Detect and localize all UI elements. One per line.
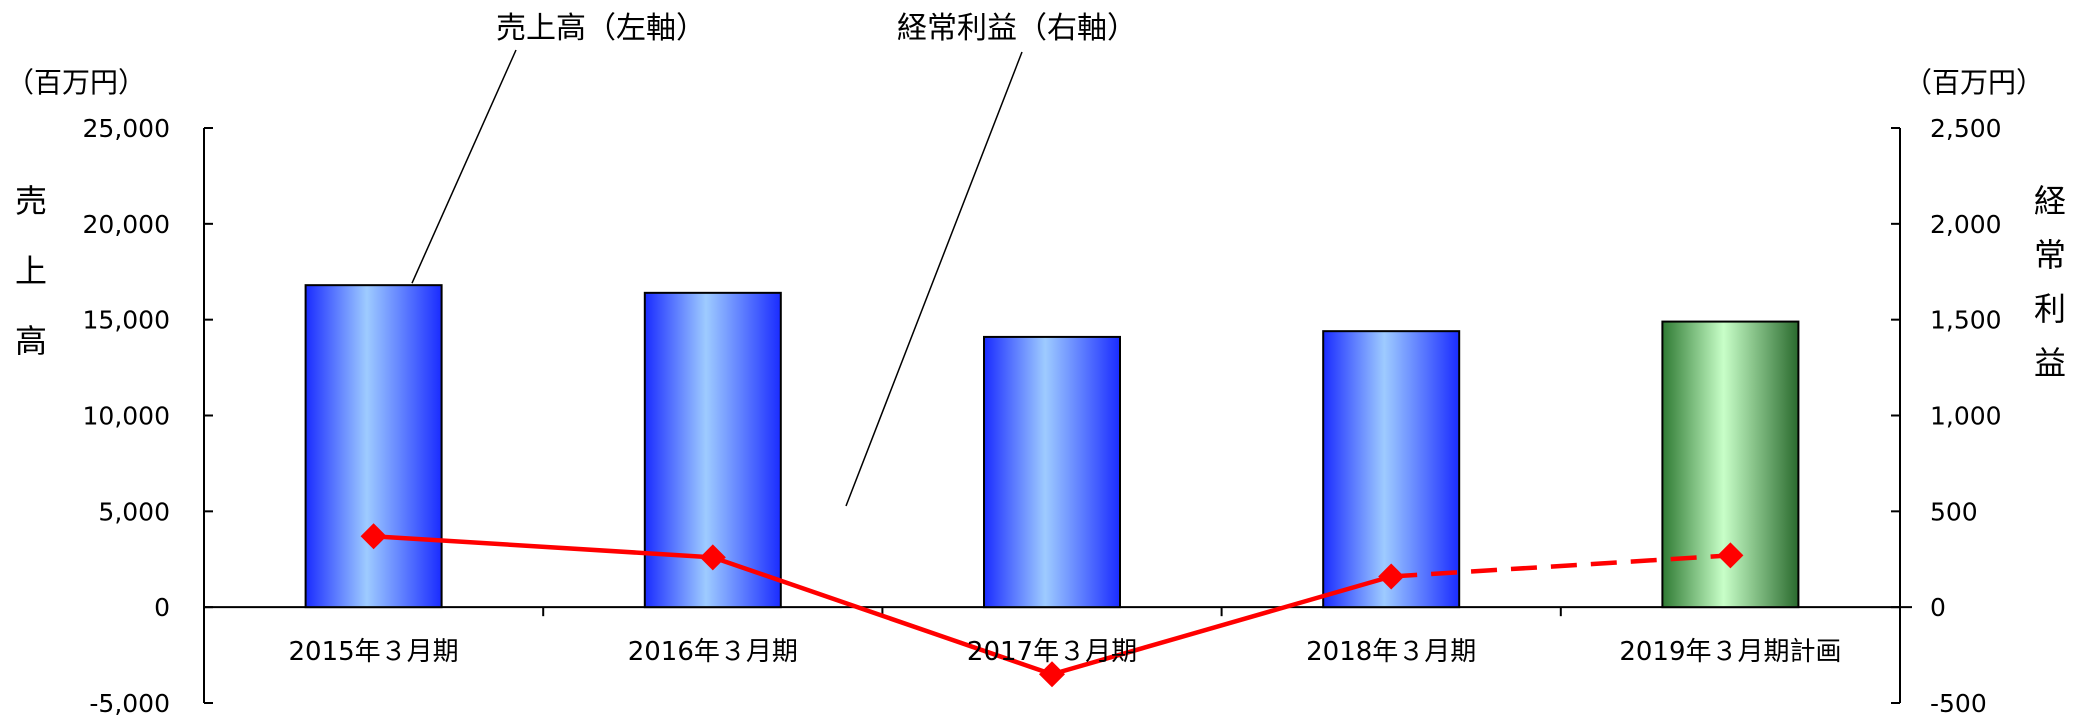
- bars-layer: [304, 284, 1800, 609]
- line-marker: [360, 523, 387, 550]
- right-axis-label-char: 常: [2034, 236, 2066, 274]
- right-tick-label: -500: [1930, 689, 1987, 715]
- line-marker: [699, 544, 726, 571]
- left-axis-unit: （百万円）: [6, 66, 146, 99]
- left-tick-label: 5,000: [98, 497, 170, 526]
- left-tick-label: -5,000: [89, 689, 170, 715]
- series-callout-line: 経常利益（右軸）: [897, 11, 1137, 46]
- right-tick-label: 2,000: [1930, 210, 2002, 239]
- bar-1: [304, 284, 443, 609]
- callout-leader-bar: [411, 49, 517, 284]
- left-tick-label: 15,000: [83, 306, 170, 335]
- right-tick-label: 1,000: [1930, 402, 2002, 431]
- line-marker: [1378, 563, 1405, 590]
- line-segment: [712, 555, 1053, 677]
- left-axis-label-char: 高: [15, 322, 47, 360]
- text-layer: -5,000 0 5,000 10,000 15,000 20,000 25,000 -500…: [6, 11, 2066, 715]
- left-tick-label: 20,000: [83, 210, 170, 239]
- right-tick-label: 0: [1930, 593, 1946, 622]
- line-segment: [1391, 553, 1731, 579]
- line-segment: [1051, 574, 1392, 677]
- category-label: 2016年３月期: [628, 637, 798, 667]
- right-axis-label-char: 益: [2034, 344, 2066, 382]
- line-marker: [1717, 542, 1744, 569]
- bar-4: [1322, 330, 1461, 609]
- right-tick-label: 1,500: [1930, 306, 2002, 335]
- category-label: 2015年３月期: [289, 637, 459, 667]
- right-tick-label: 500: [1930, 497, 1978, 526]
- left-axis-label-char: 上: [15, 252, 47, 290]
- line-segment: [373, 534, 713, 560]
- left-axis-label-char: 売: [15, 182, 47, 220]
- category-label: 2019年３月期計画: [1619, 637, 1841, 667]
- right-tick-label: 2,500: [1930, 114, 2002, 143]
- right-axis-label-char: 利: [2034, 290, 2066, 328]
- category-label: 2017年３月期: [967, 637, 1137, 667]
- left-tick-label: 0: [154, 593, 170, 622]
- series-callout-bar: 売上高（左軸）: [496, 11, 706, 46]
- right-axis-label-char: 経: [2034, 182, 2066, 220]
- right-axis-unit: （百万円）: [1904, 66, 2044, 99]
- line-marker: [1039, 661, 1065, 688]
- bar-3: [983, 335, 1121, 609]
- callout-leader-line: [845, 51, 1023, 507]
- left-tick-label: 10,000: [83, 402, 170, 431]
- left-tick-label: 25,000: [83, 114, 170, 143]
- line-layer: [360, 523, 1744, 688]
- category-label: 2018年３月期: [1306, 637, 1476, 667]
